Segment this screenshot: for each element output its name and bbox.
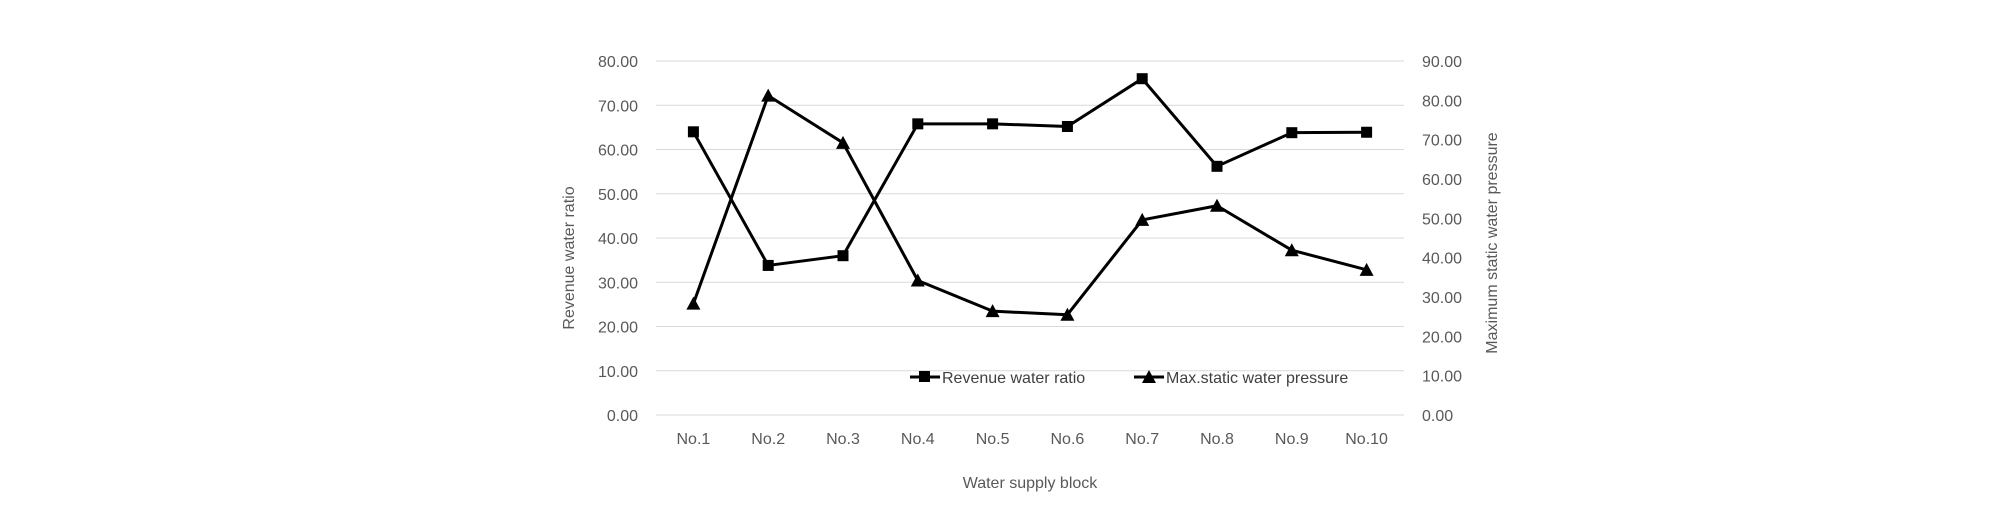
right-tick-label: 70.00 — [1422, 133, 1462, 150]
x-tick-label: No.5 — [976, 431, 1010, 448]
data-point-square — [1136, 73, 1148, 85]
left-tick-label: 80.00 — [598, 54, 638, 71]
data-point-square — [1286, 127, 1298, 139]
x-tick-label: No.4 — [901, 431, 935, 448]
right-tick-label: 90.00 — [1422, 54, 1462, 71]
x-tick-label: No.1 — [677, 431, 711, 448]
data-point-triangle — [1284, 243, 1299, 257]
data-point-triangle — [1210, 198, 1224, 212]
left-tick-label: 60.00 — [598, 143, 638, 160]
data-point-square — [1361, 126, 1373, 138]
data-point-square — [1061, 120, 1073, 132]
right-tick-label: 10.00 — [1422, 369, 1462, 386]
left-tick-label: 20.00 — [598, 320, 638, 337]
x-tick-label: No.10 — [1345, 431, 1388, 448]
x-axis-title: Water supply block — [963, 475, 1099, 492]
right-tick-label: 60.00 — [1422, 172, 1462, 189]
legend-label-revenue: Revenue water ratio — [942, 370, 1085, 387]
legend: Revenue water ratio Max.static water pre… — [910, 370, 1348, 387]
x-tick-label: No.6 — [1051, 431, 1085, 448]
data-point-triangle — [836, 135, 850, 149]
x-tick-label: No.9 — [1275, 431, 1309, 448]
data-point-square — [687, 126, 699, 138]
data-point-square — [762, 259, 774, 271]
data-point-square — [912, 118, 924, 130]
series-line-pressure — [691, 94, 1367, 317]
data-point-triangle — [985, 304, 1000, 318]
series-lines — [686, 73, 1374, 321]
right-tick-label: 50.00 — [1422, 211, 1462, 228]
left-axis-title: Revenue water ratio — [561, 186, 578, 329]
right-tick-label: 40.00 — [1422, 251, 1462, 268]
legend-item-revenue: Revenue water ratio — [910, 370, 1085, 387]
left-axis-ticks: 0.00 10.00 20.00 30.00 40.00 50.00 60.00 70.00 8… — [598, 54, 638, 425]
data-point-square — [1211, 160, 1223, 172]
legend-marker-square — [919, 371, 930, 382]
data-point-triangle — [1060, 307, 1075, 321]
data-point-triangle — [686, 296, 701, 310]
left-tick-label: 70.00 — [598, 98, 638, 115]
right-tick-label: 80.00 — [1422, 93, 1462, 110]
x-tick-label: No.7 — [1125, 431, 1159, 448]
right-tick-label: 30.00 — [1422, 290, 1462, 307]
left-tick-label: 50.00 — [598, 187, 638, 204]
right-tick-label: 20.00 — [1422, 329, 1462, 346]
left-tick-label: 10.00 — [598, 364, 638, 381]
left-tick-label: 0.00 — [607, 408, 638, 425]
gridlines — [656, 60, 1404, 416]
x-tick-label: No.2 — [751, 431, 785, 448]
data-point-square — [837, 250, 849, 262]
data-point-square — [987, 118, 999, 130]
x-tick-label: No.8 — [1200, 431, 1234, 448]
legend-marker-triangle — [1142, 370, 1156, 383]
series-line-revenue — [692, 77, 1367, 267]
legend-label-pressure: Max.static water pressure — [1166, 370, 1348, 387]
x-axis-ticks: No.1 No.2 No.3 No.4 No.5 No.6 No.7 No.8 No.9 No.1… — [677, 431, 1389, 448]
legend-item-pressure: Max.static water pressure — [1134, 370, 1348, 387]
data-point-triangle — [1135, 212, 1150, 226]
right-axis-ticks: 0.00 10.00 20.00 30.00 40.00 50.00 60.00 70.00 8… — [1422, 54, 1462, 425]
data-point-triangle — [1359, 262, 1374, 276]
right-tick-label: 0.00 — [1422, 408, 1453, 425]
left-tick-label: 40.00 — [598, 231, 638, 248]
right-axis-title: Maximum static water pressure — [1484, 132, 1501, 353]
data-point-triangle — [761, 88, 776, 102]
x-tick-label: No.3 — [826, 431, 860, 448]
data-point-triangle — [910, 273, 925, 287]
left-tick-label: 30.00 — [598, 275, 638, 292]
